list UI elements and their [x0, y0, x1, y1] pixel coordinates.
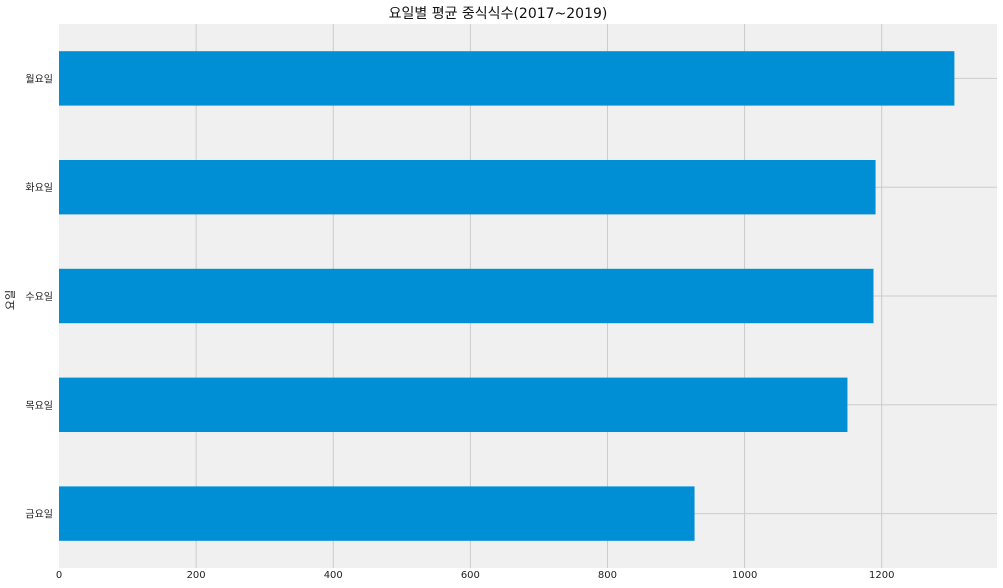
category-label: 수요일	[25, 291, 53, 303]
x-tick-label: 200	[187, 570, 206, 581]
bars	[59, 51, 955, 541]
x-tick-label: 1200	[869, 570, 894, 581]
bar-2	[59, 160, 876, 215]
x-tick-label: 600	[461, 570, 480, 581]
category-label: 목요일	[25, 400, 53, 412]
x-tick-label: 800	[598, 570, 617, 581]
chart-title: 요일별 평균 중식식수(2017~2019)	[389, 6, 608, 22]
category-label: 금요일	[25, 509, 53, 521]
bar-4	[59, 377, 848, 432]
bar-1	[59, 51, 955, 106]
category-label: 월요일	[25, 73, 53, 85]
x-tick-label: 0	[56, 570, 62, 581]
x-tick-labels: 0 200 400 600 800 1000 1200	[56, 570, 895, 581]
bar-3	[59, 268, 874, 324]
x-tick-label: 1000	[732, 570, 757, 581]
bar-5	[59, 486, 695, 541]
x-tick-label: 400	[324, 570, 343, 581]
category-label: 화요일	[25, 182, 53, 194]
y-axis-label: 요일	[3, 290, 17, 310]
